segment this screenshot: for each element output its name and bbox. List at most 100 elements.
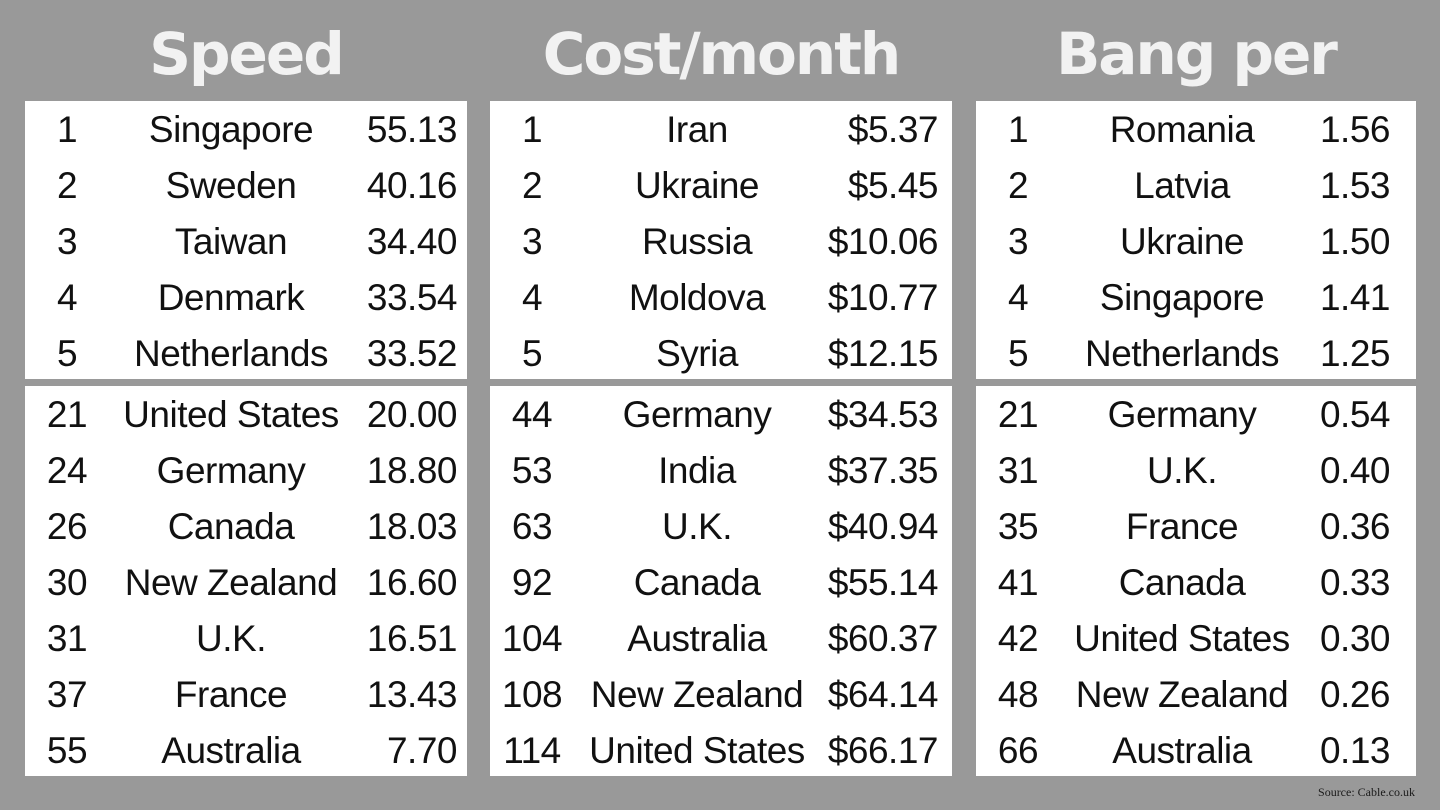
value: 20.00 <box>366 394 458 435</box>
value: $37.35 <box>827 450 939 491</box>
rank: 26 <box>46 506 88 547</box>
table-row: 26 Canada 18.03 <box>25 499 467 555</box>
table-row: 2 Latvia 1.53 <box>976 158 1416 214</box>
rank: 30 <box>46 562 88 603</box>
value: 1.50 <box>1319 221 1391 262</box>
rank: 92 <box>511 562 553 603</box>
source-note: Source: Cable.co.uk <box>1318 785 1415 799</box>
value: 0.40 <box>1319 450 1391 491</box>
top-ranking-box: 1 Iran $5.37 2 Ukraine $5.45 3 Russia $1… <box>490 101 952 379</box>
country: New Zealand <box>590 674 804 715</box>
panel-title: Bang per buck <box>1056 20 1338 168</box>
rank: 5 <box>521 333 543 374</box>
rank: 1 <box>56 109 78 150</box>
rank: 3 <box>1007 221 1029 262</box>
country: Russia <box>641 221 753 262</box>
country: Canada <box>633 562 761 603</box>
country: United States <box>1074 618 1290 659</box>
value: 18.80 <box>366 450 458 491</box>
country: U.K. <box>662 506 732 547</box>
panel-title: Speed <box>149 20 344 88</box>
value: 0.54 <box>1319 394 1391 435</box>
table-row: 4 Denmark 33.54 <box>25 270 467 326</box>
country: Netherlands <box>1084 333 1280 374</box>
rank: 44 <box>511 394 553 435</box>
value: 0.30 <box>1319 618 1391 659</box>
rank: 5 <box>56 333 78 374</box>
rank: 24 <box>46 450 88 491</box>
country: United States <box>123 394 339 435</box>
panel-title: Cost/month <box>542 20 901 88</box>
rank: 31 <box>46 618 88 659</box>
speed-panel: Speed 1 Singapore 55.13 2 Sweden 40.16 3… <box>25 0 467 780</box>
table-row: 1 Iran $5.37 <box>490 102 952 158</box>
country: Moldova <box>628 277 766 318</box>
value: 55.13 <box>366 109 458 150</box>
rank: 63 <box>511 506 553 547</box>
country: Iran <box>666 109 728 150</box>
rank: 1 <box>1007 109 1029 150</box>
country: Germany <box>622 394 772 435</box>
value: $5.45 <box>847 165 939 206</box>
rank: 3 <box>56 221 78 262</box>
value: $64.14 <box>827 674 939 715</box>
country: Australia <box>1112 730 1252 771</box>
country: Australia <box>627 618 767 659</box>
rank: 55 <box>46 730 88 771</box>
rank: 21 <box>997 394 1039 435</box>
rank: 2 <box>56 165 78 206</box>
value: 40.16 <box>366 165 458 206</box>
rank: 108 <box>501 674 563 715</box>
table-row: 21 Germany 0.54 <box>976 387 1416 443</box>
value: 16.51 <box>366 618 458 659</box>
table-row: 4 Singapore 1.41 <box>976 270 1416 326</box>
table-row: 1 Singapore 55.13 <box>25 102 467 158</box>
table-row: 55 Australia 7.70 <box>25 723 467 779</box>
rank: 66 <box>997 730 1039 771</box>
value: 16.60 <box>366 562 458 603</box>
value: 0.36 <box>1319 506 1391 547</box>
value: 0.33 <box>1319 562 1391 603</box>
value: 1.53 <box>1319 165 1391 206</box>
table-row: 35 France 0.36 <box>976 499 1416 555</box>
rank: 4 <box>521 277 543 318</box>
rank: 35 <box>997 506 1039 547</box>
top-ranking-box: 1 Singapore 55.13 2 Sweden 40.16 3 Taiwa… <box>25 101 467 379</box>
table-row: 114 United States $66.17 <box>490 723 952 779</box>
country: India <box>658 450 736 491</box>
rank: 42 <box>997 618 1039 659</box>
country: Canada <box>1118 562 1246 603</box>
country: France <box>174 674 288 715</box>
value: $34.53 <box>827 394 939 435</box>
value: $40.94 <box>827 506 939 547</box>
country: Romania <box>1109 109 1255 150</box>
rank: 4 <box>1007 277 1029 318</box>
country: Sweden <box>165 165 297 206</box>
rank: 104 <box>501 618 563 659</box>
value: 1.25 <box>1319 333 1391 374</box>
rank: 2 <box>521 165 543 206</box>
country: France <box>1125 506 1239 547</box>
other-ranking-box: 44 Germany $34.53 53 India $37.35 63 U.K… <box>490 386 952 776</box>
country: Latvia <box>1134 165 1230 206</box>
value: 13.43 <box>366 674 458 715</box>
table-row: 24 Germany 18.80 <box>25 443 467 499</box>
rank: 53 <box>511 450 553 491</box>
table-row: 4 Moldova $10.77 <box>490 270 952 326</box>
country: U.K. <box>196 618 266 659</box>
value: 7.70 <box>386 730 458 771</box>
table-row: 30 New Zealand 16.60 <box>25 555 467 611</box>
rank: 41 <box>997 562 1039 603</box>
rank: 48 <box>997 674 1039 715</box>
top-ranking-box: 1 Romania 1.56 2 Latvia 1.53 3 Ukraine 1… <box>976 101 1416 379</box>
country: Singapore <box>1099 277 1265 318</box>
table-row: 5 Syria $12.15 <box>490 326 952 382</box>
rank: 3 <box>521 221 543 262</box>
country: U.K. <box>1147 450 1217 491</box>
value: $12.15 <box>827 333 939 374</box>
country: Ukraine <box>1120 221 1245 262</box>
rank: 21 <box>46 394 88 435</box>
rank: 31 <box>997 450 1039 491</box>
value: 1.41 <box>1319 277 1391 318</box>
country: Singapore <box>148 109 314 150</box>
